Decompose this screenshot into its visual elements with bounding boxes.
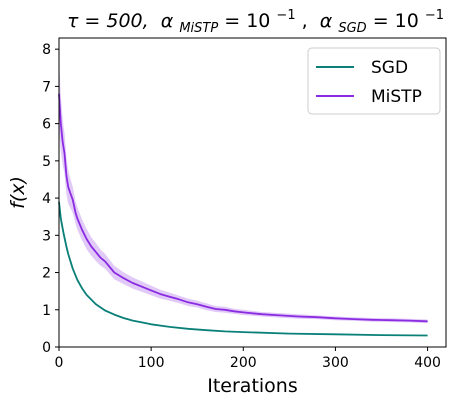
y-tick-label: 4 <box>42 191 51 207</box>
y-tick-label: 5 <box>42 154 51 170</box>
title-eq-1: = 10 <box>224 10 270 32</box>
plot-frame <box>58 37 447 348</box>
y-tick-label: 8 <box>42 42 51 58</box>
y-tick-label: 3 <box>42 228 51 244</box>
y-tick-label: 6 <box>42 117 51 133</box>
x-tick-label: 100 <box>138 355 165 371</box>
title-tau: τ = 500, <box>67 10 149 32</box>
x-tick-label: 200 <box>230 355 257 371</box>
title-sup-2: −1 <box>425 8 444 23</box>
legend-box <box>307 47 441 115</box>
y-tick-label: 7 <box>42 79 51 95</box>
y-axis-ticks: 0 1 2 3 4 5 6 7 8 <box>42 42 59 356</box>
title-alpha-2: α <box>320 10 333 32</box>
line-mistp <box>58 93 428 323</box>
x-axis-ticks: 0 100 200 300 400 <box>55 347 441 371</box>
title-eq-2: = 10 <box>373 10 419 32</box>
x-tick-label: 0 <box>55 355 64 371</box>
y-tick-label: 1 <box>42 303 51 319</box>
legend-label-mistp: MiSTP <box>371 87 422 107</box>
series-lines <box>58 93 428 337</box>
title-alpha-1: α <box>161 10 174 32</box>
chart-title: τ = 500, α MiSTP = 10 −1 , α SGD = 10 −1 <box>67 2 444 37</box>
title-sup-1: −1 <box>276 8 295 23</box>
y-tick-label: 0 <box>42 340 51 356</box>
y-tick-label: 2 <box>42 266 51 282</box>
y-axis-label: f(x) <box>7 176 29 209</box>
legend: SGD MiSTP <box>307 47 441 115</box>
x-axis-label: Iterations <box>207 375 298 397</box>
x-tick-label: 400 <box>414 355 441 371</box>
title-sep: , <box>302 10 308 32</box>
x-tick-label: 300 <box>322 355 349 371</box>
legend-label-sgd: SGD <box>371 58 408 78</box>
title-sub-mistp: MiSTP <box>179 21 218 36</box>
line-sgd <box>58 201 428 337</box>
title-sub-sgd: SGD <box>338 21 366 36</box>
